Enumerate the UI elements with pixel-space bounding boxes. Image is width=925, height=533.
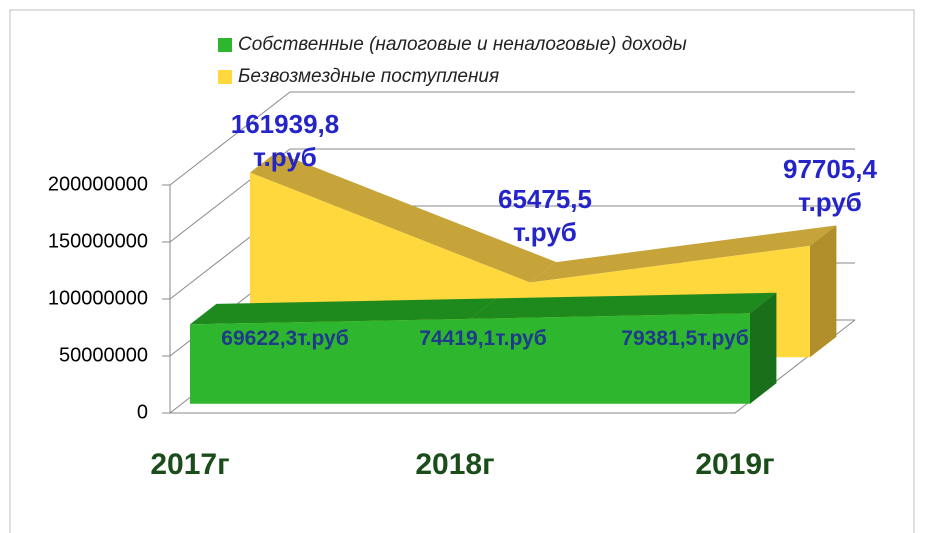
x-tick-label: 2018г — [415, 448, 494, 481]
data-label: 97705,4 т.руб — [783, 154, 877, 217]
area-side-face — [750, 292, 777, 404]
area-side-face — [810, 225, 837, 358]
data-label: 69622,3т.руб — [221, 327, 349, 350]
area-top-face — [470, 292, 777, 319]
legend-label: Безвозмездные поступления — [238, 66, 499, 87]
legend-swatch — [218, 70, 232, 84]
area — [190, 313, 750, 404]
chart-frame — [9, 9, 915, 533]
grid-line — [169, 91, 855, 186]
area-top-face — [530, 225, 837, 283]
data-label: 79381,5т.руб — [621, 327, 749, 350]
legend-label: Собственные (налоговые и неналоговые) до… — [238, 34, 687, 55]
x-tick-label: 2017г — [150, 448, 229, 481]
data-label: 161939,8 т.руб — [230, 109, 340, 172]
data-label: 65475,5 т.руб — [498, 184, 592, 247]
y-tick-label: 150000000 — [48, 230, 148, 252]
y-tick-label: 50000000 — [59, 344, 148, 366]
x-tick-label: 2019г — [695, 448, 774, 481]
area-top-face — [250, 152, 557, 283]
area-top-face — [190, 298, 497, 325]
data-label: 74419,1т.руб — [419, 327, 547, 350]
y-tick-label: 100000000 — [48, 287, 148, 309]
legend-swatch — [218, 38, 232, 52]
y-tick-label: 0 — [137, 401, 148, 423]
grid-line — [169, 148, 855, 243]
y-tick-label: 200000000 — [48, 173, 148, 195]
